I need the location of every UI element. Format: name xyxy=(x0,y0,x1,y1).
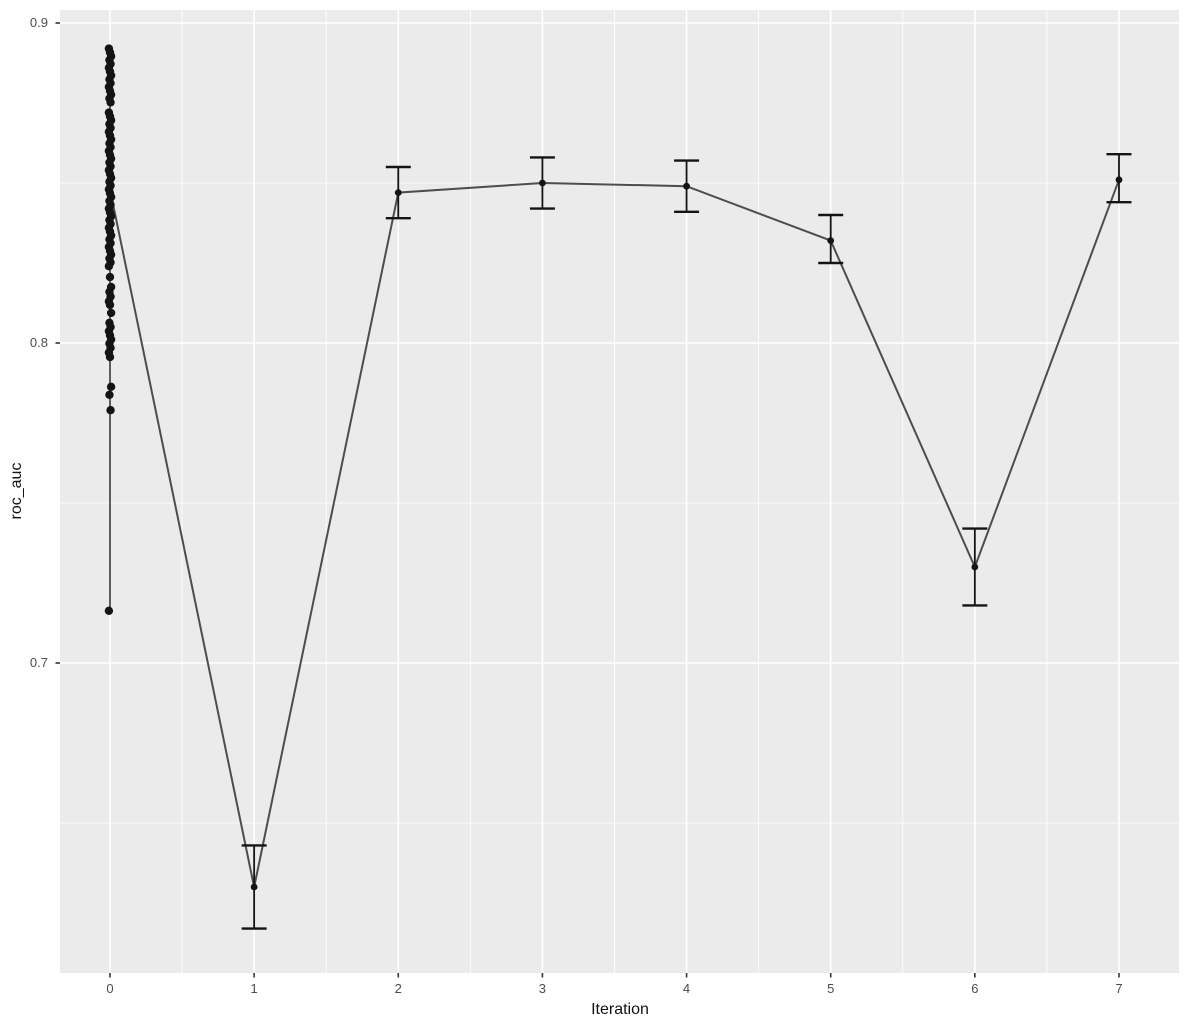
mean-point xyxy=(539,179,546,187)
initial-point xyxy=(104,606,114,616)
x-tick-label: 5 xyxy=(827,981,835,996)
x-tick-label: 2 xyxy=(394,981,402,996)
mean-point xyxy=(827,237,835,245)
y-tick-label: 0.9 xyxy=(29,15,48,30)
panel-background xyxy=(60,10,1179,973)
initial-point xyxy=(106,98,115,107)
mean-point xyxy=(1115,176,1123,184)
initial-point xyxy=(106,406,115,415)
x-tick-label: 1 xyxy=(250,981,258,996)
x-tick-label: 0 xyxy=(106,981,114,996)
mean-point xyxy=(683,182,690,190)
initial-point xyxy=(105,352,115,362)
mean-point xyxy=(250,883,258,891)
x-axis-title: Iteration xyxy=(591,1001,649,1018)
mean-point xyxy=(106,186,114,193)
initial-point xyxy=(105,390,114,400)
mean-line xyxy=(109,179,1120,888)
x-tick-label: 7 xyxy=(1115,981,1123,996)
x-tick-label: 3 xyxy=(538,981,547,996)
mean-point xyxy=(394,189,402,197)
initial-point xyxy=(105,300,115,310)
initial-point xyxy=(106,382,116,392)
initial-point xyxy=(104,262,114,271)
initial-point xyxy=(106,308,116,318)
y-axis-title: roc_auc xyxy=(8,462,25,520)
y-tick-label: 0.8 xyxy=(29,335,48,350)
mean-point xyxy=(971,563,979,571)
y-tick-label: 0.7 xyxy=(29,655,48,670)
x-tick-label: 6 xyxy=(971,981,979,996)
x-tick-label: 4 xyxy=(682,981,691,996)
initial-point xyxy=(105,272,115,282)
